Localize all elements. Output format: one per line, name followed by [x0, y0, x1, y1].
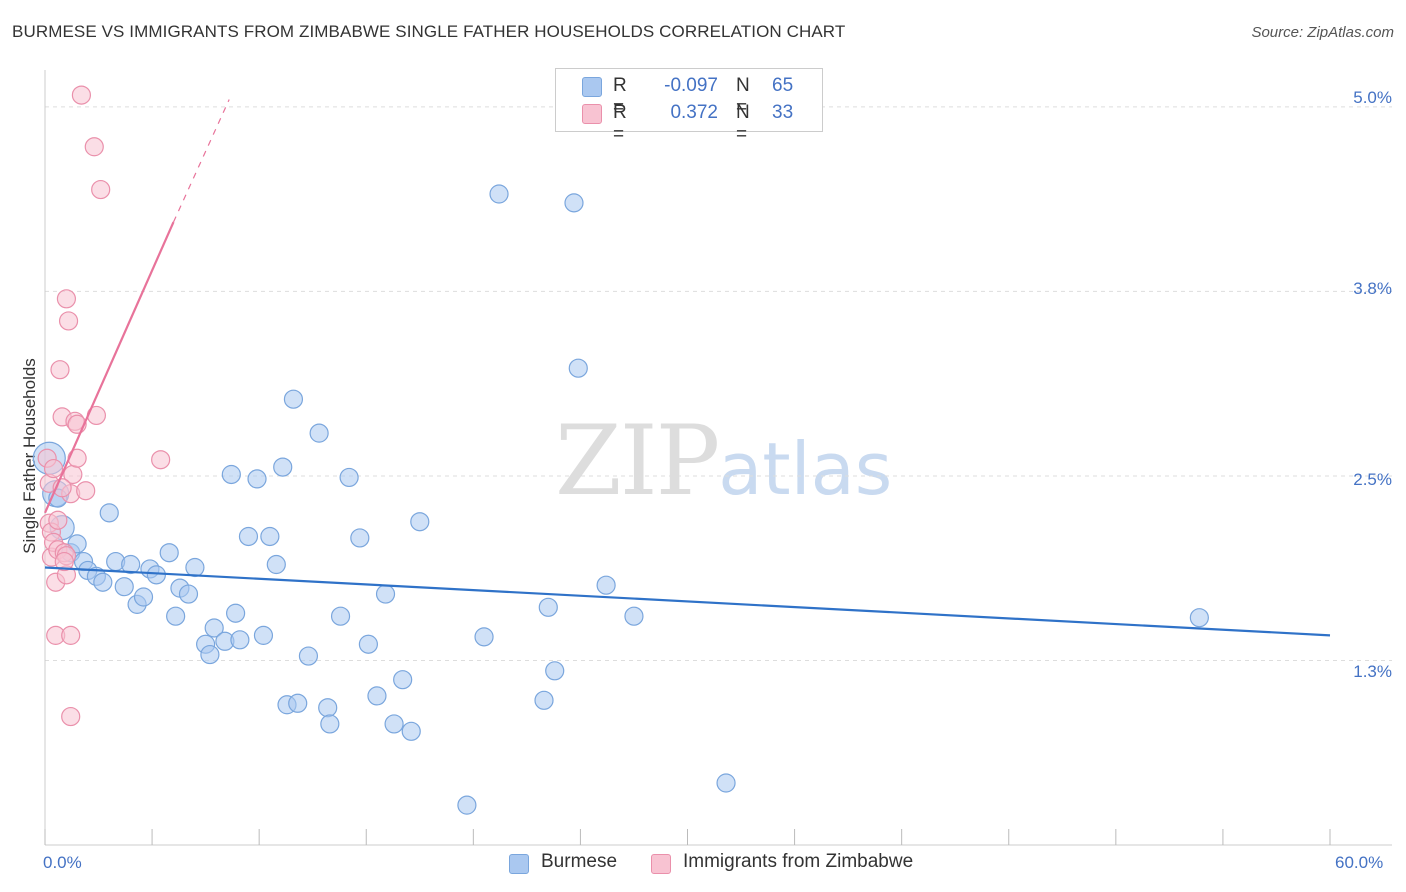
- point-zimbabwe-14: [58, 311, 79, 331]
- trend-line-zimbabwe: [43, 221, 175, 514]
- point-burmese-8: [93, 572, 113, 592]
- point-zimbabwe-24: [71, 85, 92, 105]
- zipatlas-watermark: ZIPatlas: [555, 405, 892, 517]
- point-burmese-27: [226, 603, 246, 623]
- y-tick-label-3-8: 3.8%: [1353, 279, 1392, 298]
- source-label: Source: ZipAtlas.com: [1251, 24, 1394, 41]
- point-burmese-30: [247, 469, 267, 489]
- watermark-zip: ZIP: [555, 405, 720, 517]
- x-tick-label-min: 0.0%: [43, 853, 82, 872]
- point-burmese-50: [401, 721, 421, 741]
- legend-swatch-zimbabwe: [582, 104, 602, 124]
- bottom-legend-swatch-burmese: [509, 854, 529, 874]
- point-burmese-46: [367, 686, 387, 706]
- point-burmese-44: [350, 528, 370, 548]
- point-burmese-33: [266, 554, 286, 575]
- point-zimbabwe-23: [91, 179, 111, 200]
- point-zimbabwe-9: [50, 360, 70, 380]
- point-zimbabwe-30: [43, 458, 64, 479]
- point-burmese-48: [384, 714, 404, 734]
- legend-r-label: R =: [613, 102, 627, 145]
- point-burmese-26: [221, 464, 241, 485]
- point-burmese-43: [339, 467, 359, 488]
- point-burmese-42: [330, 606, 351, 626]
- point-burmese-45: [358, 634, 378, 654]
- point-burmese-34: [273, 457, 293, 477]
- point-burmese-37: [288, 693, 308, 713]
- point-zimbabwe-31: [48, 510, 68, 530]
- legend-n-value: 65: [772, 75, 794, 96]
- point-burmese-40: [318, 698, 338, 718]
- point-burmese-57: [545, 661, 565, 681]
- point-burmese-9: [99, 503, 119, 523]
- point-burmese-56: [538, 597, 558, 617]
- point-burmese-63: [1189, 608, 1209, 628]
- legend-swatch-burmese: [582, 77, 602, 97]
- point-burmese-59: [568, 358, 588, 378]
- point-burmese-38: [298, 646, 319, 666]
- legend-r-label: R =: [613, 75, 627, 118]
- point-burmese-21: [185, 557, 205, 578]
- point-burmese-14: [133, 587, 154, 607]
- point-burmese-51: [410, 512, 430, 532]
- point-burmese-32: [260, 526, 280, 547]
- point-burmese-49: [393, 670, 413, 690]
- legend-r-value: 0.372: [670, 102, 718, 123]
- trend-line-dashed-zimbabwe: [172, 99, 230, 223]
- chart-title: BURMESE VS IMMIGRANTS FROM ZIMBABWE SING…: [12, 22, 846, 41]
- point-burmese-11: [114, 577, 134, 597]
- point-burmese-62: [716, 773, 736, 793]
- trend-line-burmese: [44, 566, 1331, 637]
- point-burmese-23: [200, 644, 220, 665]
- point-burmese-39: [309, 423, 329, 443]
- point-burmese-52: [457, 795, 477, 815]
- point-zimbabwe-26: [61, 625, 81, 645]
- point-burmese-17: [159, 543, 179, 563]
- bottom-legend-label-burmese: Burmese: [541, 851, 618, 872]
- point-burmese-29: [238, 526, 259, 547]
- point-zimbabwe-27: [61, 706, 81, 727]
- point-burmese-16: [146, 565, 166, 585]
- x-tick-label-max: 60.0%: [1335, 853, 1384, 872]
- point-burmese-47: [375, 584, 396, 604]
- point-burmese-20: [178, 584, 199, 604]
- point-zimbabwe-12: [56, 289, 77, 309]
- point-burmese-24: [204, 618, 224, 638]
- correlation-legend: R = -0.097 N = 65 R = 0.372 N = 33: [555, 68, 823, 145]
- point-burmese-18: [166, 606, 186, 626]
- y-tick-label-5: 5.0%: [1353, 88, 1392, 107]
- point-zimbabwe-32: [54, 551, 74, 572]
- point-burmese-28: [230, 630, 250, 650]
- y-tick-label-2-5: 2.5%: [1353, 470, 1392, 489]
- point-burmese-55: [534, 690, 554, 710]
- watermark-atlas: atlas: [718, 427, 893, 511]
- point-zimbabwe-20: [76, 481, 96, 501]
- bottom-legend-label-zimbabwe: Immigrants from Zimbabwe: [683, 851, 914, 872]
- point-zimbabwe-25: [151, 450, 171, 470]
- point-burmese-12: [121, 554, 141, 575]
- point-burmese-41: [320, 714, 340, 734]
- legend-n-label: N =: [736, 75, 750, 118]
- point-burmese-60: [596, 575, 616, 595]
- point-burmese-58: [564, 193, 584, 213]
- point-burmese-54: [489, 184, 509, 204]
- y-tick-label-1-3: 1.3%: [1353, 662, 1392, 681]
- legend-n-label: N =: [736, 102, 750, 145]
- point-zimbabwe-21: [84, 137, 104, 157]
- point-burmese-53: [474, 627, 494, 647]
- point-burmese-36: [283, 389, 304, 409]
- legend-n-value: 33: [772, 102, 794, 123]
- bottom-legend-swatch-zimbabwe: [651, 854, 671, 874]
- point-burmese-31: [253, 625, 274, 645]
- point-burmese-61: [624, 606, 644, 626]
- legend-r-value: -0.097: [664, 75, 718, 96]
